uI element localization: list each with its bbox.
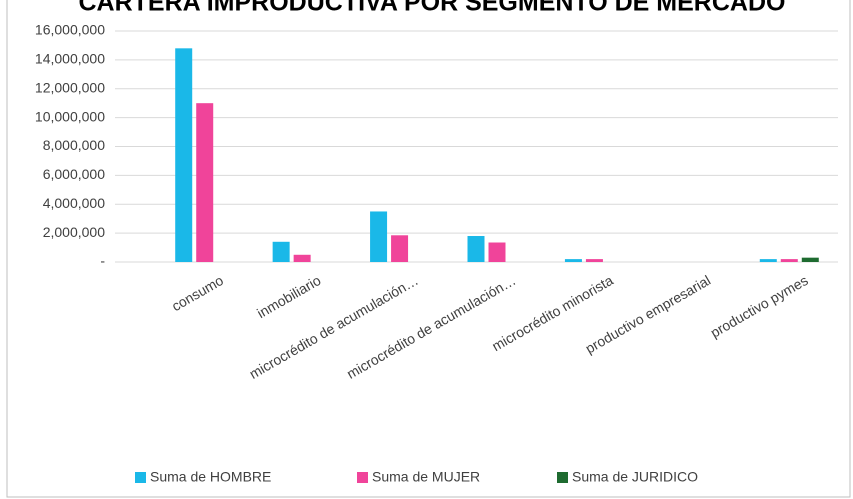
bar xyxy=(585,259,603,262)
y-tick-label: 12,000,000 xyxy=(35,79,105,95)
y-tick-label: 8,000,000 xyxy=(43,137,105,153)
bar xyxy=(175,48,193,263)
bar xyxy=(272,241,290,262)
y-tick-label: 4,000,000 xyxy=(43,195,105,211)
chart-title: CARTERA IMPRODUCTIVA POR SEGMENTO DE MER… xyxy=(79,0,786,17)
y-tick-label: 10,000,000 xyxy=(35,108,105,124)
y-tick-label: - xyxy=(100,253,105,269)
legend-label: Suma de JURIDICO xyxy=(572,469,698,485)
bar xyxy=(293,254,311,262)
bar xyxy=(564,259,582,262)
y-tick-label: 2,000,000 xyxy=(43,224,105,240)
y-tick-label: 14,000,000 xyxy=(35,51,105,67)
bar xyxy=(467,236,485,262)
bar xyxy=(370,211,388,262)
legend-label: Suma de MUJER xyxy=(372,469,480,485)
bar xyxy=(391,235,409,262)
y-tick-label: 6,000,000 xyxy=(43,166,105,182)
bar xyxy=(780,259,798,262)
bar xyxy=(488,242,506,262)
bar xyxy=(759,259,777,262)
legend-swatch xyxy=(135,472,146,483)
legend-label: Suma de HOMBRE xyxy=(150,469,271,485)
legend-swatch xyxy=(357,472,368,483)
chart-frame xyxy=(6,0,851,498)
bar xyxy=(801,257,819,262)
y-tick-label: 16,000,000 xyxy=(35,22,105,38)
bar xyxy=(196,103,214,262)
legend-swatch xyxy=(557,472,568,483)
